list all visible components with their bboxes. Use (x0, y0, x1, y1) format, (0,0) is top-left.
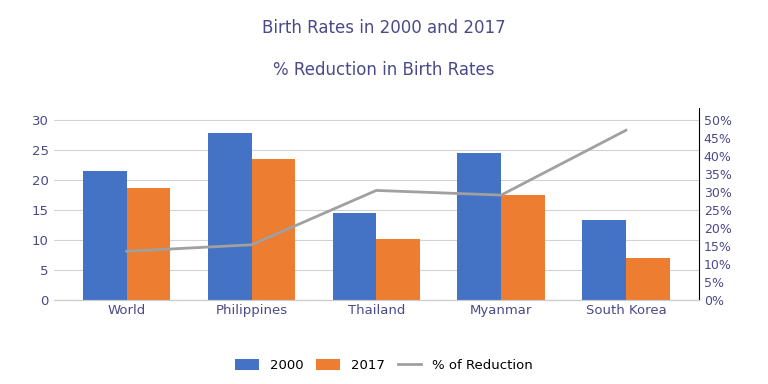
% of Reduction (621, 128, 631, 132)
Bar (501, 195, 545, 300)
% of Reduction (247, 242, 257, 247)
Bar (83, 170, 127, 300)
Bar (252, 159, 295, 300)
Bar (376, 239, 420, 300)
Legend: 2000, 2017, % of Reduction: 2000, 2017, % of Reduction (230, 354, 538, 377)
Bar (208, 133, 252, 300)
Line: % of Reduction: % of Reduction (127, 130, 626, 251)
Bar (127, 188, 170, 300)
Bar (458, 152, 501, 300)
Bar (333, 212, 376, 300)
Text: % Reduction in Birth Rates: % Reduction in Birth Rates (273, 61, 495, 79)
% of Reduction (122, 249, 131, 253)
% of Reduction (496, 193, 505, 197)
Text: Birth Rates in 2000 and 2017: Birth Rates in 2000 and 2017 (262, 19, 506, 37)
Bar (626, 258, 670, 300)
% of Reduction (372, 188, 381, 193)
Bar (582, 220, 626, 300)
